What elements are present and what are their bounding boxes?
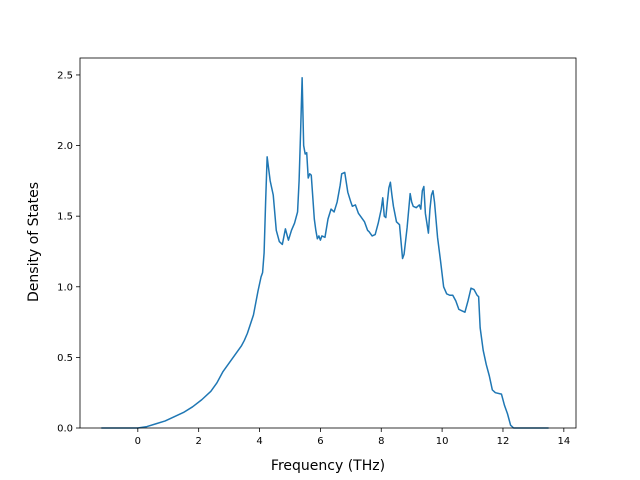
plot-area: [79, 57, 577, 429]
y-tick-label: 2.5: [57, 70, 73, 81]
axis-ticks: 0 2 4 6 8 10 12 14 0.0 0.5 1.0 1.5 2.0 2.5: [57, 70, 570, 447]
dos-series-line: [101, 77, 549, 429]
y-tick-label: 1.5: [57, 212, 73, 223]
y-tick-label: 0.0: [57, 424, 73, 435]
y-tick-label: 1.0: [57, 282, 73, 293]
x-tick-label: 10: [436, 436, 449, 447]
x-tick-label: 12: [497, 436, 510, 447]
x-tick-label: 14: [557, 436, 570, 447]
y-axis-label: Density of States: [26, 182, 42, 302]
x-tick-label: 6: [317, 436, 323, 447]
x-tick-label: 2: [195, 436, 201, 447]
y-tick-label: 2.0: [57, 141, 73, 152]
x-axis-label: Frequency (THz): [271, 458, 385, 474]
y-tick-label: 0.5: [57, 353, 73, 364]
axes-frame: [79, 57, 577, 429]
x-tick-label: 0: [135, 436, 141, 447]
x-tick-label: 8: [378, 436, 384, 447]
x-tick-label: 4: [256, 436, 262, 447]
